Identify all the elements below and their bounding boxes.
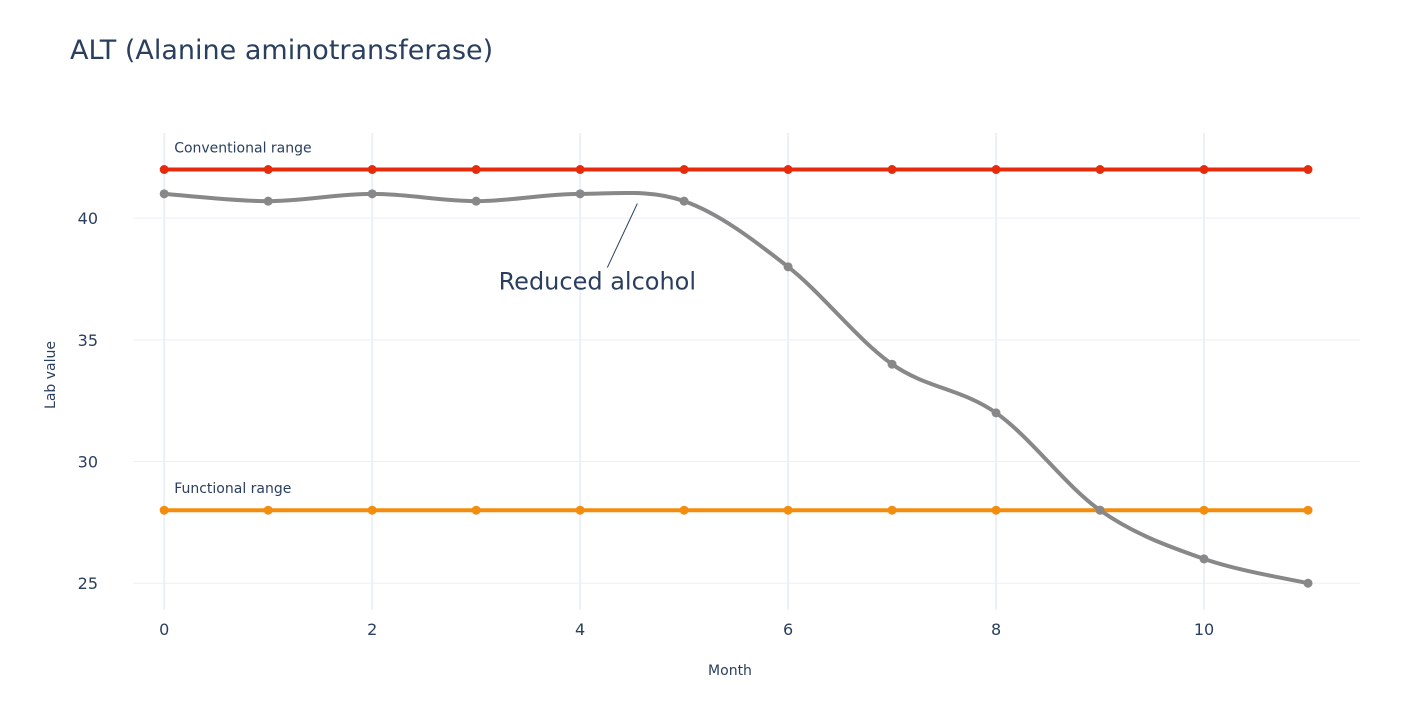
chart-title: ALT (Alanine aminotransferase) — [70, 35, 493, 66]
data-point-conventional — [783, 165, 793, 175]
data-point-lab — [263, 196, 273, 206]
data-point-conventional — [263, 165, 273, 175]
data-point-lab — [367, 189, 377, 199]
data-point-conventional — [991, 165, 1001, 175]
data-point-lab — [575, 189, 585, 199]
data-point-lab — [1199, 554, 1209, 564]
data-point-functional — [575, 505, 585, 515]
data-point-conventional — [575, 165, 585, 175]
series-layer — [159, 165, 1313, 588]
data-point-functional — [1303, 505, 1313, 515]
data-point-conventional — [1095, 165, 1105, 175]
data-point-lab — [783, 262, 793, 272]
series-label-conventional: Conventional range — [174, 141, 311, 157]
data-point-conventional — [367, 165, 377, 175]
x-tick-label: 4 — [575, 620, 585, 639]
x-tick-label: 8 — [991, 620, 1001, 639]
series-line-lab — [162, 190, 1311, 586]
y-tick-label: 30 — [78, 453, 98, 472]
data-point-lab — [679, 196, 689, 206]
annotation-reduced-alcohol: Reduced alcohol — [499, 268, 696, 296]
y-tick-label: 25 — [78, 574, 98, 593]
data-point-lab — [1095, 505, 1105, 515]
data-point-lab — [1303, 578, 1313, 588]
annotation-arrow — [606, 203, 638, 268]
data-point-functional — [367, 505, 377, 515]
y-axis-title: Lab value — [43, 341, 59, 409]
data-point-conventional — [471, 165, 481, 175]
x-tick-label: 6 — [783, 620, 793, 639]
data-point-functional — [263, 505, 273, 515]
data-point-conventional — [1303, 165, 1313, 175]
data-point-lab — [991, 408, 1001, 418]
data-point-functional — [1199, 505, 1209, 515]
data-point-conventional — [1199, 165, 1209, 175]
data-point-conventional — [159, 165, 169, 175]
label-layer: 0 2 4 6 8 10 25 30 35 40 Conventional range Functio… — [78, 141, 1215, 639]
grid — [133, 133, 1360, 610]
data-point-conventional — [679, 165, 689, 175]
data-point-lab — [159, 189, 169, 199]
data-point-functional — [159, 505, 169, 515]
x-tick-label: 10 — [1194, 620, 1214, 639]
data-point-functional — [471, 505, 481, 515]
data-point-conventional — [887, 165, 897, 175]
y-tick-label: 35 — [78, 331, 98, 350]
data-point-functional — [991, 505, 1001, 515]
data-point-functional — [887, 505, 897, 515]
x-tick-label: 0 — [159, 620, 169, 639]
series-label-functional: Functional range — [174, 481, 291, 497]
data-point-functional — [679, 505, 689, 515]
x-tick-label: 2 — [367, 620, 377, 639]
data-point-lab — [471, 196, 481, 206]
data-point-lab — [887, 359, 897, 369]
data-point-functional — [783, 505, 793, 515]
x-axis-title: Month — [708, 663, 752, 679]
y-tick-label: 40 — [78, 209, 98, 228]
